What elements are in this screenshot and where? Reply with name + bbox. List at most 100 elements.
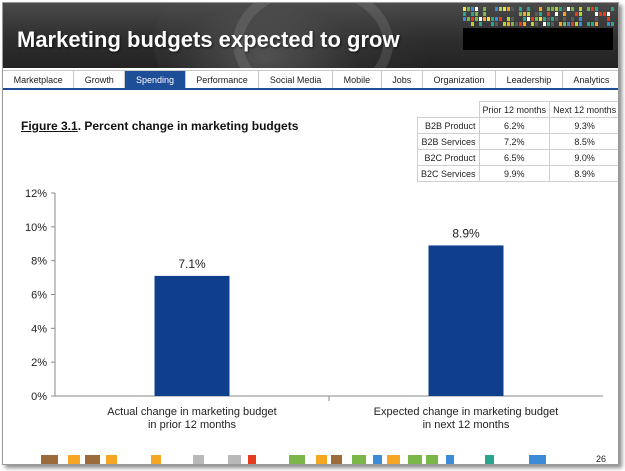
- mosaic-tile: [491, 22, 494, 26]
- mosaic-tile: [475, 7, 478, 11]
- table-row-label: B2C Services: [417, 165, 480, 182]
- mosaic-tile: [551, 17, 554, 21]
- mosaic-tile: [611, 22, 614, 26]
- mosaic-tile: [527, 12, 530, 16]
- mosaic-tile: [575, 12, 578, 16]
- mosaic-tile: [571, 7, 574, 11]
- tab-growth[interactable]: Growth: [74, 71, 126, 88]
- mosaic-tile: [527, 7, 530, 11]
- mosaic-tile: [539, 17, 542, 21]
- y-tick-label: 8%: [31, 256, 47, 268]
- footer-tile: [151, 455, 161, 464]
- footer-tile: [289, 455, 305, 464]
- mosaic-tile: [575, 22, 578, 26]
- header-banner: Marketing budgets expected to grow: [3, 3, 618, 68]
- mosaic-tile: [495, 22, 498, 26]
- tab-marketplace[interactable]: Marketplace: [3, 71, 75, 88]
- mosaic-tile: [523, 22, 526, 26]
- mosaic-tile: [587, 22, 590, 26]
- tab-spending[interactable]: Spending: [125, 71, 186, 88]
- mosaic-tile: [547, 7, 550, 11]
- mosaic-tile: [595, 22, 598, 26]
- mosaic-tile: [547, 17, 550, 21]
- slide: Marketing budgets expected to grow Marke…: [2, 2, 619, 465]
- bar: [154, 275, 230, 396]
- tab-performance[interactable]: Performance: [186, 71, 260, 88]
- mosaic-tile: [579, 7, 582, 11]
- figure-number: Figure 3.1: [21, 119, 78, 133]
- table-cell-next: 8.9%: [549, 165, 618, 182]
- footer-tile: [106, 455, 117, 464]
- mosaic-tile: [555, 17, 558, 21]
- x-category-label: Expected change in marketing budget: [374, 406, 559, 418]
- nav-tabs: Marketplace Growth Spending Performance Soci…: [3, 70, 618, 90]
- mosaic-tile: [547, 22, 550, 26]
- page-number: 26: [595, 454, 606, 464]
- mosaic-tile: [463, 7, 466, 11]
- mosaic-tile: [483, 17, 486, 21]
- bar: [428, 245, 504, 396]
- mosaic-tile: [591, 22, 594, 26]
- mosaic-tile: [535, 12, 538, 16]
- mosaic-tile: [551, 22, 554, 26]
- mosaic-tile: [595, 7, 598, 11]
- mosaic-tile: [519, 7, 522, 11]
- mosaic-tile: [511, 7, 514, 11]
- mosaic-tile: [539, 7, 542, 11]
- mosaic-tile: [503, 7, 506, 11]
- redacted-logo-box: [463, 28, 613, 50]
- footer-tile: [316, 455, 327, 464]
- tab-analytics[interactable]: Analytics: [573, 74, 610, 85]
- mosaic-tile: [591, 7, 594, 11]
- mosaic-tile: [523, 17, 526, 21]
- mosaic-tile: [507, 17, 510, 21]
- tab-leadership[interactable]: Leadership: [496, 71, 563, 88]
- mosaic-tile: [543, 17, 546, 21]
- mosaic-tile: [579, 22, 582, 26]
- footer-tile: [529, 455, 546, 464]
- footer-tile: [331, 455, 342, 464]
- mosaic-tile: [471, 22, 474, 26]
- tab-organization[interactable]: Organization: [423, 71, 497, 88]
- mosaic-tile: [507, 22, 510, 26]
- footer-tile: [485, 455, 494, 464]
- mosaic-tile: [547, 12, 550, 16]
- mosaic-tile: [607, 22, 610, 26]
- mosaic-tile: [531, 22, 534, 26]
- mosaic-tile: [475, 17, 478, 21]
- mosaic-tile: [499, 7, 502, 11]
- mosaic-tile: [483, 7, 486, 11]
- mosaic-tile: [503, 22, 506, 26]
- mosaic-tile: [479, 22, 482, 26]
- mosaic-tile: [559, 7, 562, 11]
- footer-tile: [248, 455, 256, 464]
- footer-mosaic-decoration: [41, 455, 546, 464]
- mosaic-tile: [543, 22, 546, 26]
- mosaic-tile: [535, 22, 538, 26]
- tab-jobs[interactable]: Jobs: [382, 71, 423, 88]
- mosaic-tile: [507, 7, 510, 11]
- y-tick-label: 10%: [25, 222, 47, 234]
- mosaic-tile: [483, 12, 486, 16]
- mosaic-tile: [571, 22, 574, 26]
- mosaic-tile: [511, 22, 514, 26]
- table-row: B2C Services 9.9% 8.9%: [417, 165, 618, 182]
- mosaic-tile: [463, 17, 466, 21]
- footer-tile: [387, 455, 400, 464]
- mosaic-tile: [499, 17, 502, 21]
- mosaic-tile: [467, 7, 470, 11]
- mosaic-tile: [535, 17, 538, 21]
- mosaic-tile: [607, 12, 610, 16]
- footer-tile: [193, 455, 204, 464]
- mosaic-tile: [519, 12, 522, 16]
- tab-social-media[interactable]: Social Media: [259, 71, 334, 88]
- mosaic-tile: [595, 12, 598, 16]
- bar-data-label: 7.1%: [178, 257, 206, 271]
- footer-tile: [352, 455, 366, 464]
- tab-mobile[interactable]: Mobile: [333, 71, 382, 88]
- mosaic-tile: [555, 12, 558, 16]
- mosaic-tile: [603, 12, 606, 16]
- data-table: Prior 12 months Next 12 months B2B Produ…: [417, 101, 618, 182]
- mosaic-tile: [471, 12, 474, 16]
- y-tick-label: 4%: [31, 323, 47, 335]
